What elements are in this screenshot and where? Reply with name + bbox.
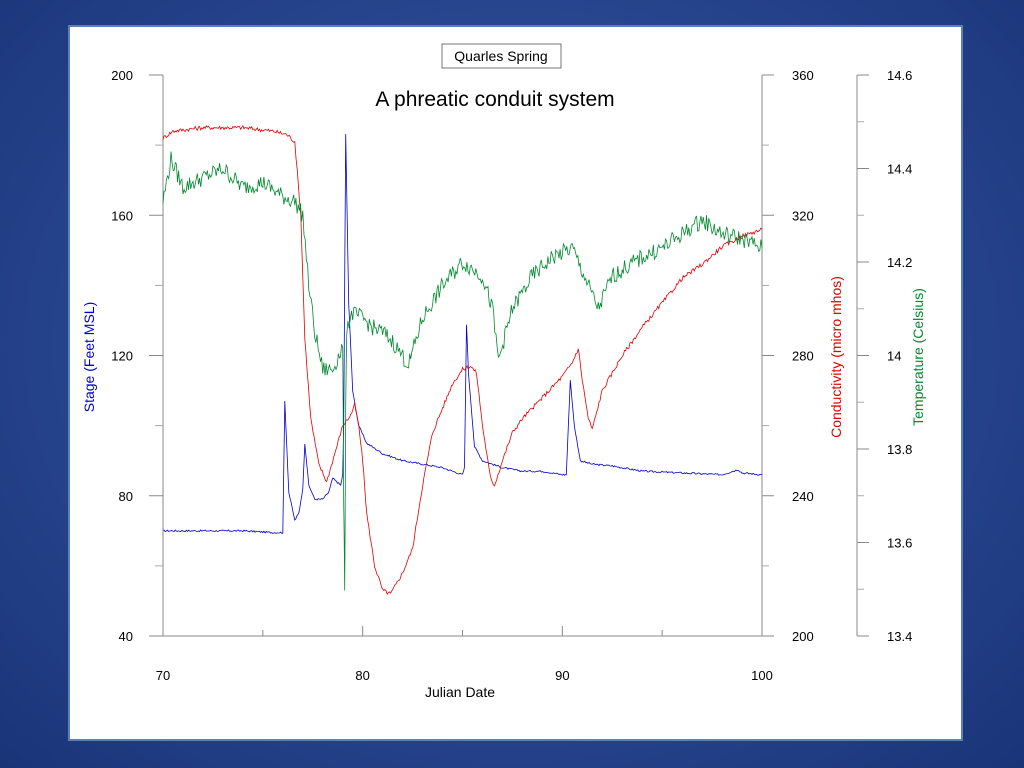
conductivity-series-line: [162, 124, 763, 595]
cond-tick-label: 320: [792, 208, 814, 223]
stage-tick-label: 160: [111, 208, 133, 223]
slide-title: A phreatic conduit system: [375, 88, 614, 111]
temp-tick-label: 13.6: [887, 536, 912, 551]
temp-tick-label: 14.2: [887, 255, 912, 270]
stage-tick-label: 40: [119, 629, 133, 644]
chart-title-box: [441, 43, 562, 69]
cond-tick-label: 280: [792, 349, 814, 364]
x-tick-label: 90: [555, 668, 569, 683]
temp-tick-label: 13.4: [887, 629, 912, 644]
cond-tick-label: 240: [792, 489, 814, 504]
conductivity-axis-title: Conductivity (micro mhos): [828, 276, 844, 438]
temperature-axis-title: Temperature (Celsius): [910, 288, 926, 426]
x-tick-label: 70: [156, 668, 170, 683]
chart-panel: 70 80 90 100 40 80 120 160 200 200 240 280 320 360 13.…: [68, 25, 963, 741]
temp-tick-label: 14: [887, 349, 901, 364]
temp-tick-label: 14.4: [887, 162, 912, 177]
stage-tick-label: 200: [111, 68, 133, 83]
temp-tick-label: 14.6: [887, 68, 912, 83]
temperature-series-line: [162, 151, 763, 591]
chart-title: Quarles Spring: [454, 48, 547, 64]
stage-tick-label: 120: [111, 349, 133, 364]
cond-tick-label: 360: [792, 68, 814, 83]
x-axis-title: Julian Date: [425, 684, 495, 700]
x-tick-label: 80: [355, 668, 369, 683]
temp-tick-label: 13.8: [887, 442, 912, 457]
series-layer: [162, 124, 763, 595]
stage-tick-label: 80: [119, 489, 133, 504]
stage-axis-title: Stage (Feet MSL): [81, 302, 97, 413]
tick-labels: 70 80 90 100 40 80 120 160 200 200 240 280 320 360 13.…: [111, 68, 912, 683]
x-tick-label: 100: [751, 668, 773, 683]
cond-tick-label: 200: [792, 629, 814, 644]
chart-svg: 70 80 90 100 40 80 120 160 200 200 240 280 320 360 13.…: [81, 43, 926, 700]
stage-series-line: [163, 133, 763, 534]
tick-marks: [149, 74, 869, 637]
